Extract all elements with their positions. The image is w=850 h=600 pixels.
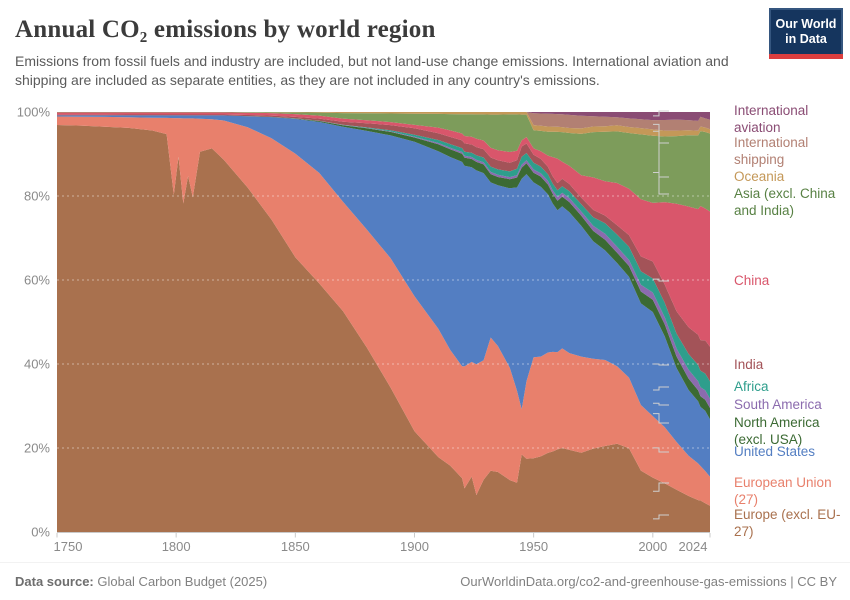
legend-connector-aviation [653,110,669,117]
owid-logo-line2: in Data [785,32,827,46]
data-source: Data source: Global Carbon Budget (2025) [15,574,267,589]
legend-connector-oceania [653,130,669,178]
legend-item-africa[interactable]: Africa [734,379,769,394]
area-asia_excl[interactable] [57,112,710,212]
legend-item-aviation[interactable]: International aviation [734,103,809,135]
stacked-area-chart[interactable]: 0% 20% 40% 60% 80% 100% 1750 1800 1850 1900 1950 20… [0,100,850,560]
x-axis-label-2024: 2024 [679,539,708,554]
chart-footer: Data source: Global Carbon Budget (2025)… [0,562,850,600]
owid-logo-line1: Our World [775,17,837,31]
legend-item-north_america[interactable]: North America (excl. USA) [734,415,820,447]
y-axis-label-0: 0% [31,525,50,540]
y-axis-label-80: 80% [24,189,50,204]
x-axis-label-1800: 1800 [162,539,191,554]
legend-item-usa[interactable]: United States [734,444,816,459]
y-axis-label-60: 60% [24,273,50,288]
legend-item-shipping[interactable]: International shipping [734,135,809,167]
owid-logo-red-bar [769,54,843,59]
legend-connector-north_america [653,413,669,424]
data-source-label: Data source: [15,574,94,589]
x-axis-label-2000: 2000 [638,539,667,554]
legend-item-eu27[interactable]: European Union (27) [734,475,832,507]
legend-item-south_america[interactable]: South America [734,397,822,412]
legend-connector-usa [653,447,669,453]
page-title: Annual CO₂ emissions by world region [15,16,436,43]
legend-connector-europe_excl [653,514,669,520]
legend-connector-eu27 [653,482,669,492]
chart-subtitle: Emissions from fossil fuels and industry… [15,53,729,88]
legend-item-china[interactable]: China [734,273,770,288]
legend-connector-india [653,363,669,366]
area-north_america[interactable] [57,115,710,420]
legend-item-asia_excl[interactable]: Asia (excl. China and India) [734,186,836,218]
legend-item-india[interactable]: India [734,357,764,372]
y-axis-label-40: 40% [24,357,50,372]
x-axis-label-1900: 1900 [400,539,429,554]
license-credit: OurWorldinData.org/co2-and-greenhouse-ga… [460,574,837,589]
owid-logo[interactable]: Our World in Data [769,8,843,59]
legend-item-europe_excl[interactable]: Europe (excl. EU-27) [734,507,841,539]
y-axis-label-20: 20% [24,441,50,456]
x-axis-label-1750: 1750 [54,539,83,554]
legend-connector-china [653,278,669,282]
area-europe_excl[interactable] [57,125,710,532]
legend-item-oceania[interactable]: Oceania [734,169,785,184]
area-aviation[interactable] [57,112,710,121]
x-axis-label-1950: 1950 [519,539,548,554]
legend-connector-south_america [653,402,669,406]
area-shipping[interactable] [57,112,710,131]
legend-connector-asia_excl [653,172,669,195]
area-oceania[interactable] [57,112,710,137]
y-axis-label-100: 100% [17,105,51,120]
x-axis-label-1850: 1850 [281,539,310,554]
data-source-value: Global Carbon Budget (2025) [93,574,268,589]
legend-connector-africa [653,386,669,391]
area-usa[interactable] [57,115,710,477]
area-eu27[interactable] [57,116,710,506]
